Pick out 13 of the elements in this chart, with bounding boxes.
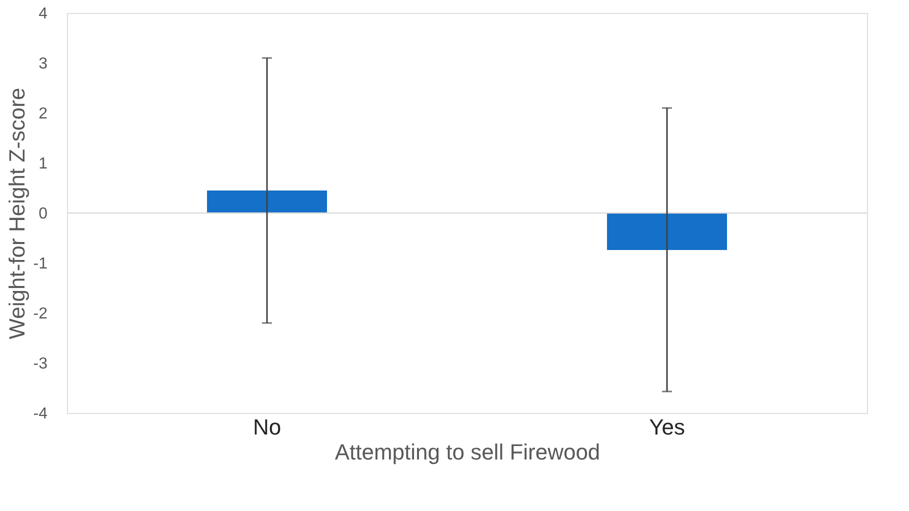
y-tick-label: -3 [33,356,48,372]
x-tick-label: Yes [649,414,685,440]
y-tick-label: 1 [38,156,48,172]
y-axis-title: Weight-for Height Z-score [4,88,30,340]
y-tick-label: 3 [38,56,48,72]
y-tick-label: -1 [33,256,48,272]
x-tick-label: No [252,414,282,440]
x-axis-title: Attempting to sell Firewood [334,440,600,464]
y-tick-label: 4 [38,6,48,22]
y-tick-label: 0 [38,206,48,222]
y-tick-label: -4 [33,406,48,422]
y-tick-label: 2 [38,106,48,122]
y-tick-label: -2 [33,306,48,322]
